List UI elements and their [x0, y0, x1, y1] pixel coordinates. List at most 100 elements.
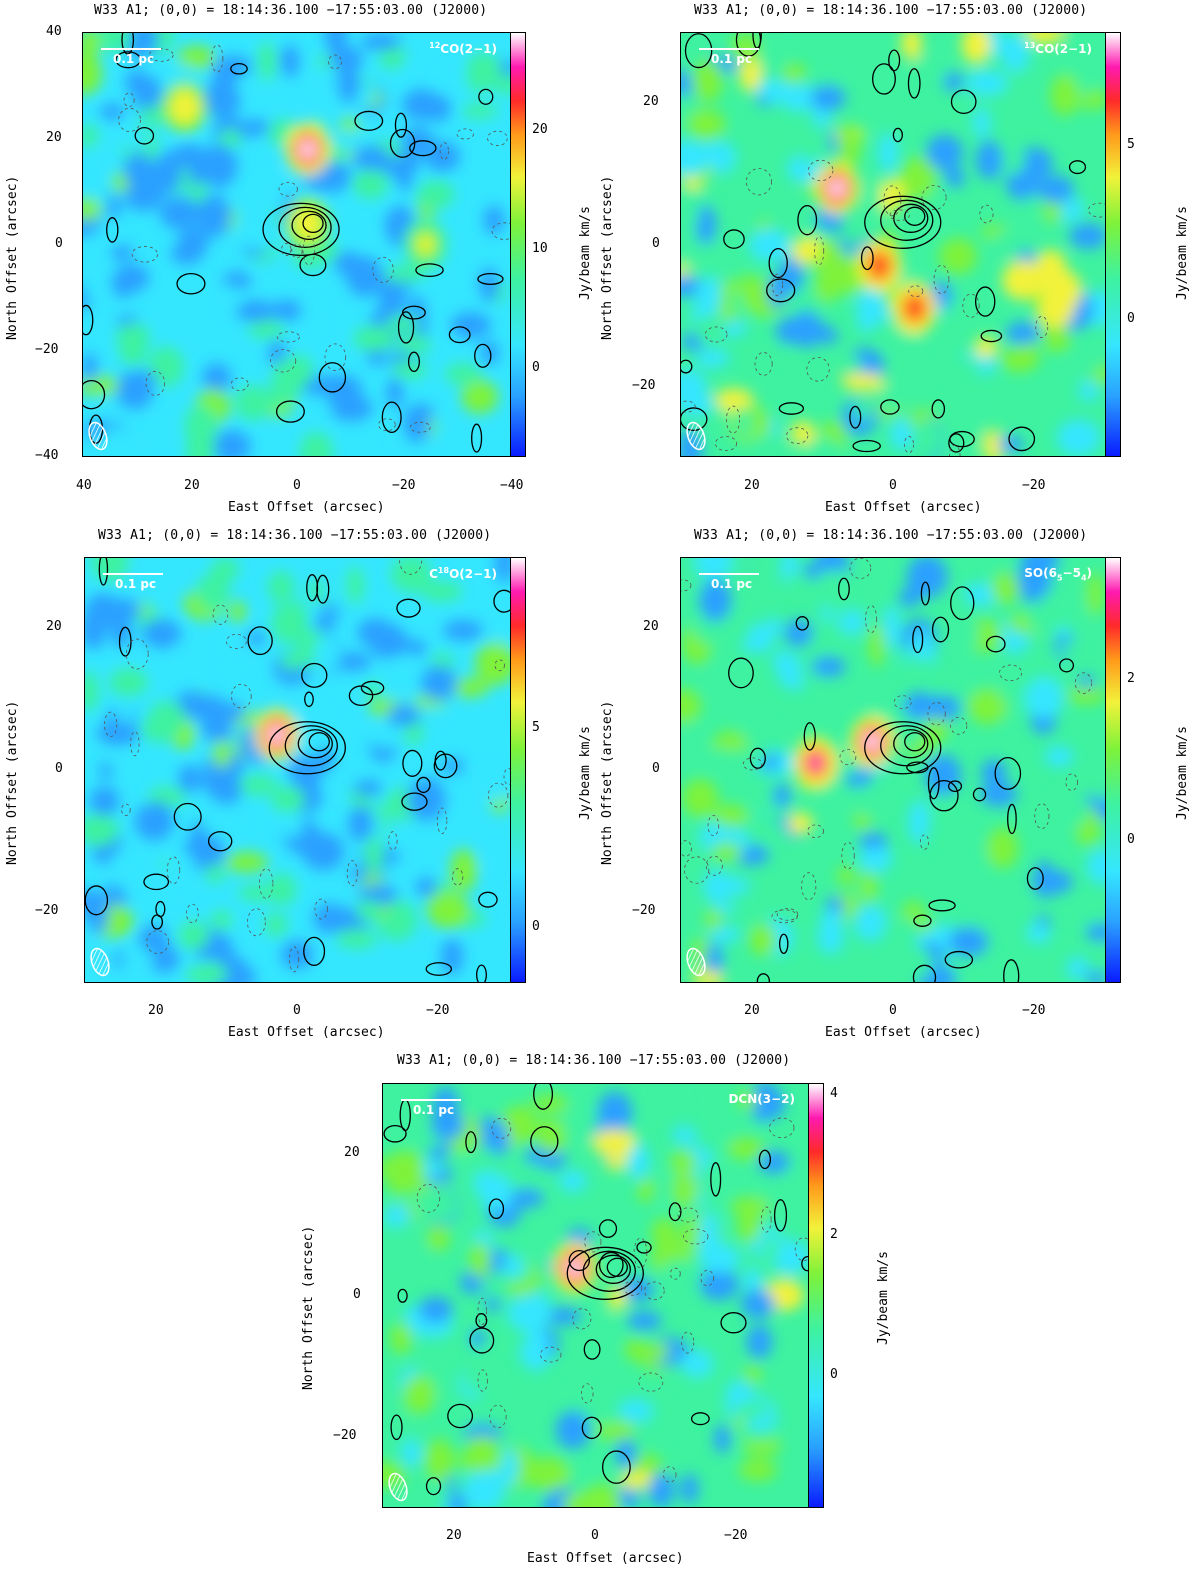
noise-blob [421, 580, 463, 602]
y-tick: −40 [35, 448, 59, 463]
noise-blob [907, 363, 928, 385]
contour-level [303, 936, 326, 966]
contour-level [465, 1131, 477, 1154]
noise-blob [543, 1307, 582, 1326]
contour-level [888, 49, 901, 72]
noise-blob [624, 1338, 646, 1361]
x-tick: −20 [1022, 478, 1046, 493]
contour-level [394, 112, 408, 138]
negative-contour [372, 256, 394, 283]
y-tick: −20 [632, 378, 656, 393]
colorbar-label: Jy/beam km/s [876, 1251, 891, 1345]
colorbar-gradient [1106, 558, 1120, 982]
negative-contour [247, 908, 266, 937]
contour-level [950, 89, 977, 115]
noise-blob [778, 255, 804, 298]
negative-contour [786, 427, 809, 445]
noise-blob [1038, 262, 1062, 288]
contour-level [950, 586, 975, 621]
contour-level [415, 263, 444, 278]
x-tick: 20 [744, 478, 760, 493]
noise-blob [670, 1150, 697, 1175]
contour-level [778, 933, 789, 955]
contour-level [893, 203, 929, 233]
contour-level [1003, 959, 1020, 982]
colorbar-gradient [511, 558, 525, 982]
noise-blob [763, 822, 787, 849]
contour-level [803, 722, 816, 751]
contour-level [98, 558, 109, 586]
noise-blob [697, 276, 721, 317]
noise-blob [811, 656, 846, 678]
noise-blob [83, 158, 107, 181]
noise-blob [733, 1401, 770, 1419]
colorbar-gradient [511, 33, 525, 456]
contour-level [134, 126, 155, 145]
noise-blob [202, 799, 243, 839]
noise-blob [198, 144, 238, 188]
contour-level [913, 914, 932, 927]
noise-blob [738, 1088, 757, 1111]
noise-blob [687, 108, 726, 140]
negative-contour [849, 558, 872, 579]
contour-level [778, 402, 805, 415]
noise-blob [818, 239, 845, 279]
panel-title: W33 A1; (0,0) = 18:14:36.100 −17:55:03.0… [94, 3, 488, 18]
noise-blob [196, 962, 228, 982]
noise-blob [961, 33, 992, 64]
noise-blob [246, 629, 267, 647]
noise-blob [637, 1176, 655, 1203]
noise-blob [648, 1095, 689, 1115]
contour-level [710, 1162, 722, 1197]
heatmap-svg [383, 1084, 809, 1507]
noise-blob [90, 142, 121, 161]
contour-level [892, 127, 904, 143]
noise-blob [415, 1186, 458, 1223]
noise-blob [503, 1253, 525, 1279]
noise-blob [786, 572, 803, 595]
colorbar [510, 32, 526, 457]
noise-blob [85, 279, 105, 303]
noise-blob [210, 558, 240, 582]
contour-level [493, 589, 511, 613]
negative-contour [684, 856, 710, 884]
heatmap-svg [681, 33, 1106, 456]
negative-contour [572, 1308, 592, 1330]
noise-blob [335, 130, 364, 152]
noise-blob [501, 1447, 519, 1486]
noise-blob [450, 311, 491, 340]
contour-level [912, 964, 937, 982]
noise-blob [491, 33, 511, 61]
noise-blob [704, 908, 722, 932]
contour-level [728, 657, 754, 689]
noise-blob [441, 938, 464, 976]
contour-level [595, 1254, 631, 1284]
contour-level [475, 1313, 488, 1328]
noise-blob [210, 774, 242, 806]
noise-blob [352, 169, 389, 199]
x-tick: −20 [724, 1528, 748, 1543]
noise-blob [109, 668, 148, 697]
noise-blob [651, 1217, 678, 1248]
contour-level [381, 401, 402, 434]
contour-level [434, 750, 447, 771]
x-tick: −20 [426, 1003, 450, 1018]
noise-blob [506, 1104, 536, 1145]
noise-blob [928, 185, 947, 229]
contour-level [904, 206, 926, 226]
emission-peak [871, 256, 888, 275]
noise-blob [137, 75, 162, 110]
noise-blob [1059, 640, 1100, 660]
noise-blob [177, 764, 203, 794]
noise-blob [790, 237, 828, 265]
noise-blob [237, 884, 276, 902]
noise-blob [416, 180, 455, 210]
negative-contour [704, 326, 728, 343]
contour-level [83, 304, 94, 336]
colorbar-tick: 20 [532, 122, 548, 137]
x-tick: 0 [889, 478, 897, 493]
noise-blob [386, 377, 404, 409]
negative-contour [663, 1466, 677, 1483]
noise-blob [404, 613, 433, 638]
x-tick: −40 [500, 478, 524, 493]
